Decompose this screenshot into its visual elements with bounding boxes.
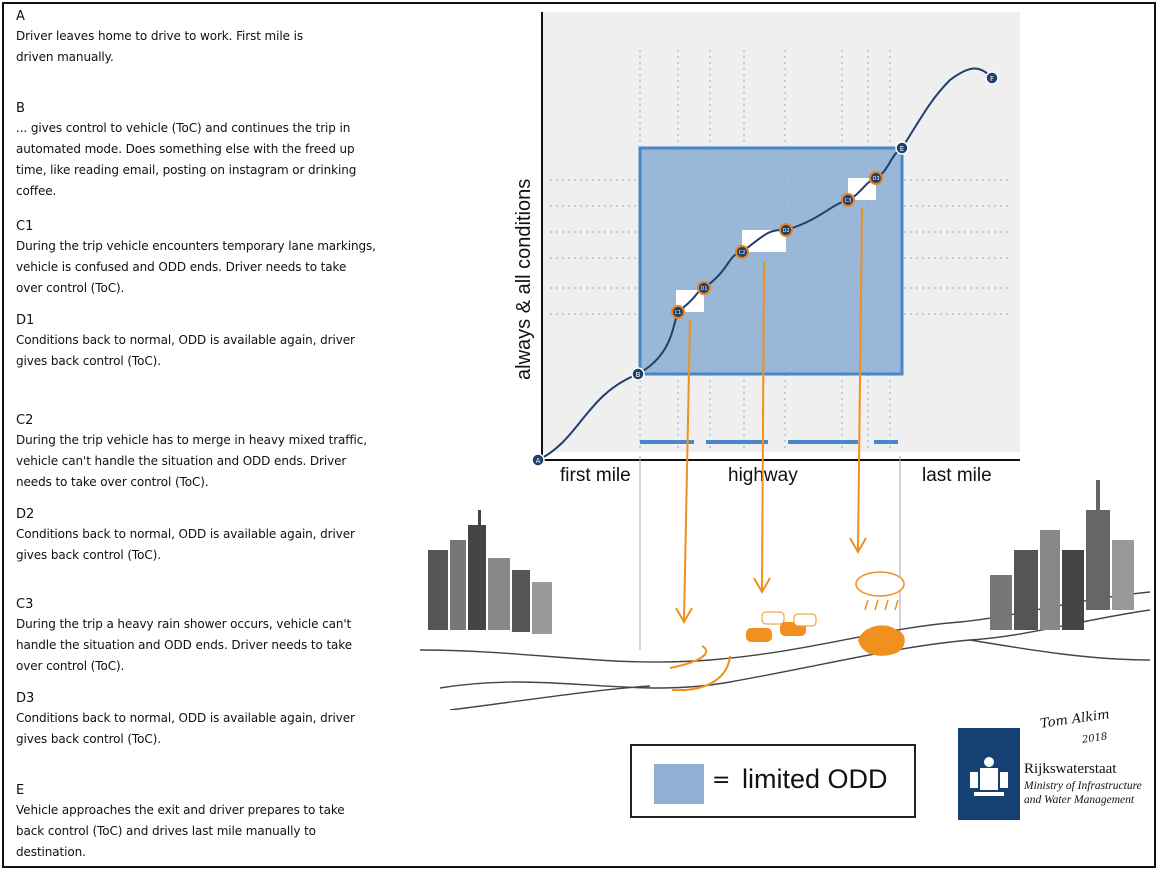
step-line: Driver leaves home to drive to work. Fir… — [16, 29, 303, 43]
step-letter: D2 — [16, 507, 35, 522]
step-line: back control (ToC) and drives last mile … — [16, 824, 316, 838]
step-line: automated mode. Does something else with… — [16, 142, 355, 156]
point-c1 — [671, 305, 685, 319]
point-c3-label: C3 — [845, 198, 852, 204]
point-e — [895, 141, 909, 155]
segment-dividers — [639, 456, 901, 650]
odd-trip-diagram: always & all conditions first mile highw… — [419, 12, 1150, 710]
point-a-label: A — [536, 457, 541, 465]
step-a: A Driver leaves home to drive to work. F… — [16, 8, 396, 68]
step-c1: C1 During the trip vehicle encounters te… — [16, 218, 396, 299]
step-line: gives back control (ToC). — [16, 548, 161, 562]
point-d1-label: D1 — [700, 286, 707, 292]
step-line: During the trip vehicle has to merge in … — [16, 433, 367, 447]
step-line: gives back control (ToC). — [16, 354, 161, 368]
point-f-label: F — [990, 75, 994, 83]
coat-of-arms-icon — [970, 757, 1008, 796]
point-c3 — [841, 193, 855, 207]
step-line: Conditions back to normal, ODD is availa… — [16, 711, 355, 725]
step-line: Vehicle approaches the exit and driver p… — [16, 803, 345, 817]
step-d1: D1 Conditions back to normal, ODD is ava… — [16, 312, 396, 372]
step-c3: C3 During the trip a heavy rain shower o… — [16, 596, 396, 677]
legend-label: limited ODD — [742, 764, 888, 794]
step-b: B ... gives control to vehicle (ToC) and… — [16, 100, 396, 202]
step-letter: A — [16, 9, 25, 24]
step-line: destination. — [16, 845, 86, 859]
step-line: vehicle is confused and ODD ends. Driver… — [16, 260, 347, 274]
step-line: needs to take over control (ToC). — [16, 475, 209, 489]
legend: = limited ODD — [630, 744, 916, 818]
point-e-label: E — [900, 145, 904, 153]
step-letter: D3 — [16, 691, 35, 706]
gap-c2-d2 — [742, 230, 786, 252]
point-d2 — [779, 223, 793, 237]
organization-subtitle-line2: and Water Management — [1024, 794, 1135, 806]
step-e: E Vehicle approaches the exit and driver… — [16, 782, 396, 863]
point-c2-label: C2 — [739, 250, 746, 256]
legend-equals: = — [712, 768, 731, 793]
step-line: gives back control (ToC). — [16, 732, 161, 746]
point-d3 — [869, 171, 883, 185]
segment-label-first-mile: first mile — [560, 465, 631, 486]
organization-name: Rijkswaterstaat — [1024, 761, 1117, 777]
point-c2 — [735, 245, 749, 259]
step-line: During the trip vehicle encounters tempo… — [16, 239, 376, 253]
step-letter: D1 — [16, 313, 35, 328]
organization-block: Rijkswaterstaat Ministry of Infrastructu… — [1024, 760, 1154, 807]
step-line: time, like reading email, posting on ins… — [16, 163, 357, 198]
rain-cloud-icon — [855, 571, 905, 656]
step-letter: E — [16, 783, 25, 798]
city-skyline-left — [428, 510, 552, 634]
city-skyline-right — [990, 480, 1134, 630]
step-d2: D2 Conditions back to normal, ODD is ava… — [16, 506, 396, 566]
car-traffic-icons — [746, 611, 817, 642]
point-b-label: B — [636, 371, 641, 379]
step-line: over control (ToC). — [16, 281, 125, 295]
point-b — [631, 367, 645, 381]
step-letter: B — [16, 101, 25, 116]
step-line: Conditions back to normal, ODD is availa… — [16, 333, 355, 347]
step-line: ... gives control to vehicle (ToC) and c… — [16, 121, 351, 135]
point-d2-label: D2 — [782, 228, 789, 234]
step-line: handle the situation and ODD ends. Drive… — [16, 638, 353, 652]
step-d3: D3 Conditions back to normal, ODD is ava… — [16, 690, 396, 750]
point-f — [985, 71, 999, 85]
step-letter: C3 — [16, 597, 34, 612]
step-letter: C1 — [16, 219, 34, 234]
step-c2: C2 During the trip vehicle has to merge … — [16, 412, 396, 493]
step-line: During the trip a heavy rain shower occu… — [16, 617, 352, 631]
takeover-arrows — [675, 207, 867, 625]
step-line: driven manually. — [16, 50, 114, 64]
merge-lane-marking — [669, 645, 707, 669]
step-line: Conditions back to normal, ODD is availa… — [16, 527, 355, 541]
organization-subtitle-line1: Ministry of Infrastructure — [1024, 780, 1142, 792]
legend-swatch — [654, 764, 704, 804]
temporary-lane-marking — [671, 655, 731, 692]
point-a — [531, 453, 545, 467]
point-d1 — [697, 281, 711, 295]
point-c1-label: C1 — [675, 310, 682, 316]
step-letter: C2 — [16, 413, 34, 428]
rijkswaterstaat-logo — [958, 728, 1020, 820]
y-axis-label: always & all conditions — [513, 179, 535, 380]
point-d3-label: D3 — [872, 176, 879, 182]
step-line: vehicle can't handle the situation and O… — [16, 454, 347, 468]
step-line: over control (ToC). — [16, 659, 125, 673]
segment-label-last-mile: last mile — [922, 465, 992, 486]
